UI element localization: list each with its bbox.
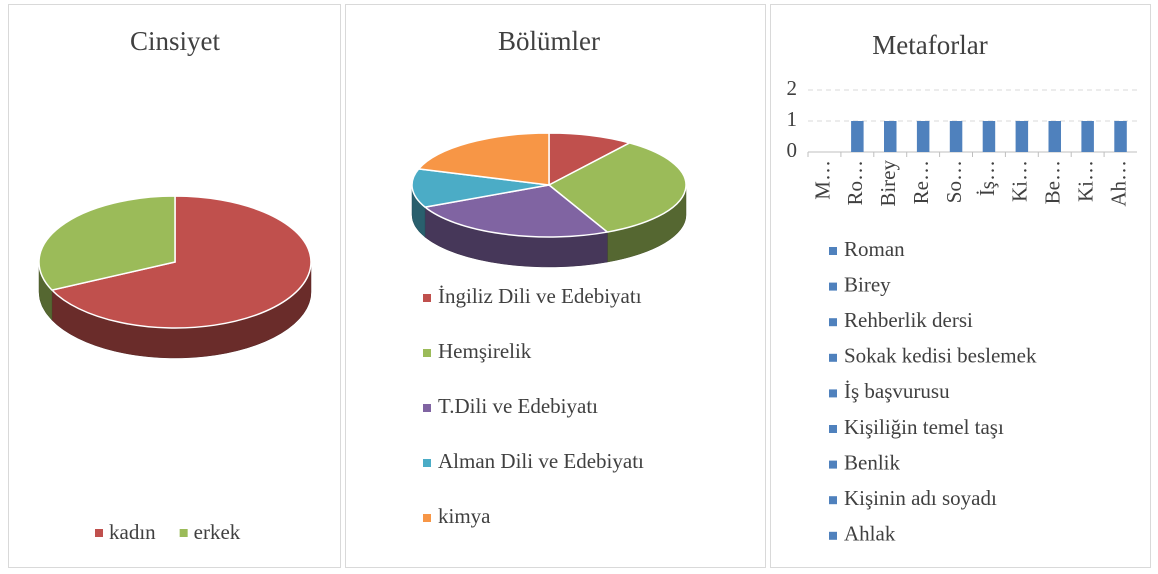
pie-slice — [548, 132, 632, 187]
pie-slice — [411, 168, 550, 238]
x-tick-label: Ki… — [1008, 160, 1032, 202]
legend-swatch — [829, 460, 837, 469]
legend-label: Rehberlik dersi — [844, 308, 973, 332]
legend-label: Benlik — [844, 450, 900, 474]
x-tick-label: İş… — [975, 160, 999, 196]
bar — [1114, 121, 1127, 152]
legend-swatch — [829, 282, 837, 291]
legend-swatch — [829, 531, 837, 540]
bar — [949, 121, 963, 152]
legend-swatch — [829, 318, 837, 327]
x-tick-label: Ro… — [843, 160, 867, 206]
bar — [916, 121, 930, 152]
legend-swatch — [829, 389, 837, 398]
legend-swatch — [423, 404, 431, 412]
legend-label: Hemşirelik — [438, 339, 532, 363]
legend-swatch — [179, 529, 188, 537]
x-tick-label: Ah… — [1106, 160, 1130, 207]
pie-top — [417, 132, 550, 186]
legend-swatch — [829, 353, 837, 362]
pie-slice — [38, 195, 176, 321]
legend-label: İngiliz Dili ve Edebiyatı — [438, 284, 642, 308]
pie-slice — [417, 132, 550, 186]
legend-swatch — [95, 529, 103, 537]
pie-slice — [423, 184, 610, 268]
bar — [851, 121, 864, 152]
legend-label: Roman — [844, 237, 905, 261]
legend-label: T.Dili ve Edebiyatı — [438, 394, 598, 418]
legend-label: Birey — [844, 272, 891, 296]
x-tick-label: So… — [942, 160, 966, 203]
chart-title: Metaforlar — [872, 30, 987, 60]
pie-top — [50, 195, 312, 329]
legend-label: İş başvurusu — [844, 379, 950, 403]
legend-swatch — [423, 459, 431, 467]
legend-swatch — [423, 349, 431, 357]
panel — [770, 4, 1151, 568]
legend-label: kadın — [109, 520, 156, 544]
pie-top — [411, 168, 550, 208]
panel — [8, 4, 341, 568]
x-tick-label: Birey — [876, 160, 900, 207]
pie-top — [38, 195, 176, 291]
x-tick-label: Re… — [909, 160, 933, 204]
pie-top — [423, 184, 610, 238]
legend-label: Kişiliğin temel taşı — [844, 415, 1004, 439]
bar — [1015, 121, 1029, 152]
legend-swatch — [829, 496, 837, 505]
pie-slice — [50, 195, 312, 359]
x-tick-label: Ki… — [1073, 160, 1097, 202]
chart-title: Cinsiyet — [130, 26, 221, 56]
legend-label: Kişinin adı soyadı — [844, 486, 997, 510]
legend-label: Sokak kedisi beslemek — [844, 344, 1037, 368]
x-tick-label: Be… — [1041, 160, 1065, 204]
y-tick-label: 0 — [787, 138, 798, 162]
y-tick-label: 2 — [787, 76, 798, 100]
y-tick-label: 1 — [787, 107, 798, 131]
bar — [982, 121, 996, 152]
chart-title: Bölümler — [498, 26, 600, 56]
bar — [1081, 121, 1094, 152]
panel — [345, 4, 766, 568]
pie-slice — [547, 142, 687, 263]
bar — [883, 121, 897, 152]
legend-label: Ahlak — [844, 522, 896, 546]
legend-label: Alman Dili ve Edebiyatı — [438, 449, 644, 473]
x-tick-label: M… — [810, 160, 834, 200]
legend-swatch — [829, 425, 837, 433]
legend-swatch — [423, 514, 431, 522]
legend-swatch — [423, 294, 431, 302]
bar — [1048, 121, 1062, 152]
pie-top — [547, 142, 687, 233]
legend-swatch — [829, 247, 837, 255]
legend-label: erkek — [194, 520, 241, 544]
pie-top — [548, 132, 632, 187]
legend-label: kimya — [438, 504, 491, 528]
